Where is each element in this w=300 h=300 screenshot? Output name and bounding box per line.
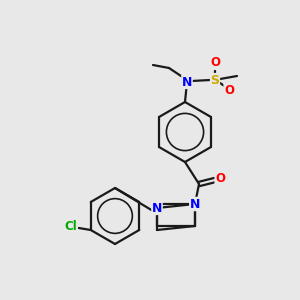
Text: N: N [152,202,162,214]
Text: N: N [190,197,200,211]
Text: O: O [215,172,225,184]
Text: O: O [210,56,220,70]
Text: N: N [182,76,192,88]
Text: S: S [211,74,220,86]
Text: O: O [224,83,234,97]
Text: N: N [190,197,200,211]
Bar [152,197,200,232]
Text: Cl: Cl [64,220,77,233]
